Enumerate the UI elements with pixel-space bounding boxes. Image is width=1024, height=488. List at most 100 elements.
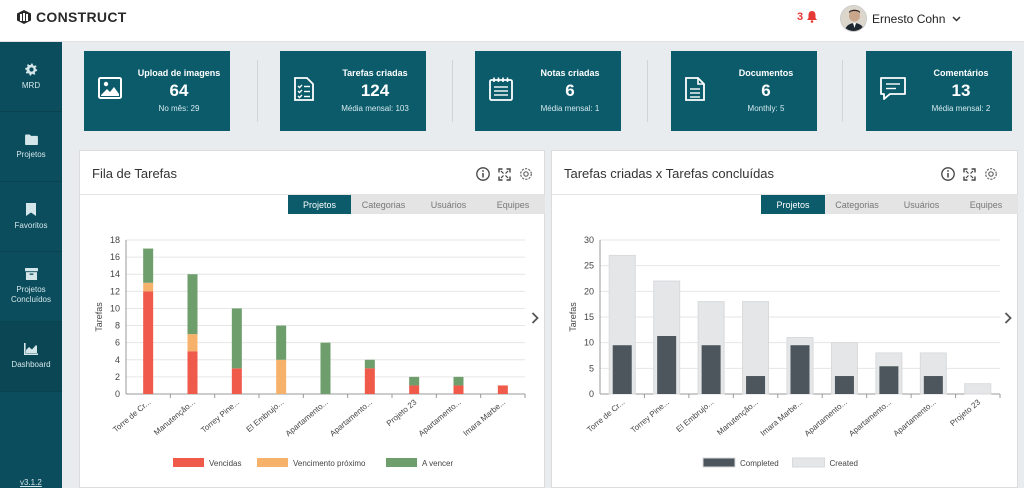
y-tick-label: 4 — [115, 355, 120, 365]
x-tick-label: Imara Marbe... — [461, 398, 507, 438]
tab-categorias[interactable]: Categorias — [825, 195, 889, 214]
chevron-right-icon[interactable] — [531, 312, 539, 324]
y-tick-label: 6 — [115, 338, 120, 348]
tab-usuarios[interactable]: Usuários — [416, 195, 481, 214]
panel-title: Fila de Tarefas — [92, 166, 178, 181]
y-tick-label: 12 — [110, 286, 120, 296]
comment-icon — [880, 77, 906, 100]
sidebar-item-projetos[interactable]: Projetos — [0, 112, 62, 182]
divider — [257, 60, 258, 122]
x-tick-label: Torre de Cr... — [585, 398, 626, 435]
expand-icon[interactable] — [498, 167, 511, 186]
bar-segment — [364, 368, 375, 394]
document-icon — [685, 77, 705, 101]
y-tick-label: 0 — [589, 389, 594, 399]
stat-title: Notas criadas — [540, 68, 600, 78]
x-tick-label: El Embrujo... — [245, 398, 286, 434]
stat-card-documents[interactable]: Documentos 6 Monthly: 5 — [671, 51, 817, 131]
bar-completed — [657, 335, 677, 394]
area-chart-icon — [24, 343, 38, 355]
archive-icon — [24, 268, 38, 280]
bar-completed — [701, 345, 721, 394]
tab-equipes[interactable]: Equipes — [481, 195, 545, 214]
info-icon[interactable] — [941, 167, 955, 186]
notepad-icon — [489, 77, 513, 101]
version-link[interactable]: v3.1.2 — [20, 478, 42, 487]
x-tick-label: Apartamento... — [892, 398, 938, 439]
x-tick-label: Torre de Cr... — [111, 398, 152, 435]
stat-subtitle: Média mensal: 1 — [540, 104, 600, 113]
x-tick-label: Imara Marbe... — [759, 398, 805, 438]
bar-created — [964, 383, 992, 395]
y-axis-label: Tarefas — [568, 302, 578, 332]
legend-swatch — [792, 457, 825, 468]
y-tick-label: 16 — [110, 252, 120, 262]
settings-icon[interactable] — [984, 167, 998, 186]
x-tick-label: Apartamento... — [847, 398, 893, 439]
stat-subtitle: Monthly: 5 — [747, 104, 785, 113]
sidebar-item-mrd[interactable]: MRD — [0, 42, 62, 112]
avatar — [840, 5, 867, 32]
bar-completed — [612, 345, 632, 394]
bar-segment — [409, 376, 420, 386]
bar-segment — [143, 291, 154, 394]
stat-card-comments[interactable]: Comentários 13 Média mensal: 2 — [866, 51, 1012, 131]
tab-equipes[interactable]: Equipes — [954, 195, 1018, 214]
x-tick-label: El Embrujo... — [675, 398, 716, 434]
stat-card-uploads[interactable]: Upload de imagens 64 No mês: 29 — [84, 51, 230, 131]
tab-projetos[interactable]: Projetos — [761, 195, 825, 214]
sidebar-item-favoritos[interactable]: Favoritos — [0, 182, 62, 252]
divider — [647, 60, 648, 122]
legend-swatch — [173, 458, 204, 467]
bar-segment — [497, 385, 508, 394]
image-icon — [98, 77, 122, 99]
bar-segment — [453, 385, 464, 394]
stat-subtitle: No mês: 29 — [158, 104, 200, 113]
tab-projetos[interactable]: Projetos — [288, 195, 351, 214]
sidebar-item-dashboard[interactable]: Dashboard — [0, 322, 62, 392]
tab-categorias[interactable]: Categorias — [351, 195, 416, 214]
y-tick-label: 14 — [110, 269, 120, 279]
y-tick-label: 0 — [115, 389, 120, 399]
user-menu[interactable]: Ernesto Cohn — [840, 5, 961, 32]
bar-segment — [187, 274, 198, 335]
notifications-button[interactable]: 3 — [797, 10, 818, 23]
chevron-down-icon — [952, 15, 961, 22]
bar-segment — [276, 325, 287, 360]
x-tick-label: Apartamento... — [417, 398, 463, 439]
chevron-right-icon[interactable] — [1004, 312, 1012, 324]
expand-icon[interactable] — [963, 167, 976, 186]
x-tick-label: Apartamento... — [328, 398, 374, 439]
divider — [452, 60, 453, 122]
bookmark-icon — [26, 202, 36, 216]
sidebar-item-label: Projetos Concluídos — [10, 285, 52, 304]
x-tick-label: Apartamento... — [803, 398, 849, 439]
legend-swatch — [702, 457, 736, 468]
app-logo[interactable]: CONSTRUCT — [16, 9, 127, 25]
bar-completed — [923, 376, 943, 394]
legend-label: Vencimento próximo — [293, 459, 366, 468]
y-tick-label: 8 — [115, 321, 120, 331]
settings-icon[interactable] — [519, 167, 533, 186]
created-vs-completed-chart: 0 5 10 15 20 25 30 Tarefas Torre de Cr... Torrey … — [568, 235, 1001, 468]
sidebar-item-projetos-concluidos[interactable]: Projetos Concluídos — [0, 252, 62, 322]
stat-title: Documentos — [738, 68, 794, 78]
legend-label: Completed — [740, 459, 779, 468]
stat-card-tasks[interactable]: Tarefas criadas 124 Média mensal: 103 — [280, 51, 426, 131]
panel-title: Tarefas criadas x Tarefas concluídas — [564, 166, 775, 181]
folder-icon — [24, 133, 38, 145]
stat-value: 6 — [761, 81, 771, 100]
tab-usuarios[interactable]: Usuários — [889, 195, 954, 214]
panel-toolbar — [468, 167, 533, 186]
gear-icon — [24, 62, 37, 76]
panel-toolbar — [933, 167, 998, 186]
task-queue-panel: Fila de Tarefas Projetos Categorias Usuá… — [79, 150, 545, 488]
stat-title: Tarefas criadas — [342, 68, 408, 78]
bar-segment — [187, 334, 198, 352]
bar-segment — [364, 359, 375, 369]
legend-label: Vencidas — [209, 459, 241, 468]
stat-card-notes[interactable]: Notas criadas 6 Média mensal: 1 — [475, 51, 621, 131]
bar-segment — [453, 376, 464, 386]
logo-text: CONSTRUCT — [36, 9, 127, 25]
info-icon[interactable] — [476, 167, 490, 186]
